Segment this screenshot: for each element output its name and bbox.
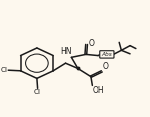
Text: Cl: Cl: [0, 67, 8, 73]
Text: Cl: Cl: [34, 89, 41, 95]
Text: O: O: [88, 40, 94, 48]
Text: OH: OH: [93, 86, 104, 95]
Text: HN: HN: [60, 47, 72, 56]
FancyBboxPatch shape: [100, 51, 114, 58]
Text: Abs: Abs: [102, 52, 112, 57]
Text: O: O: [102, 62, 108, 71]
